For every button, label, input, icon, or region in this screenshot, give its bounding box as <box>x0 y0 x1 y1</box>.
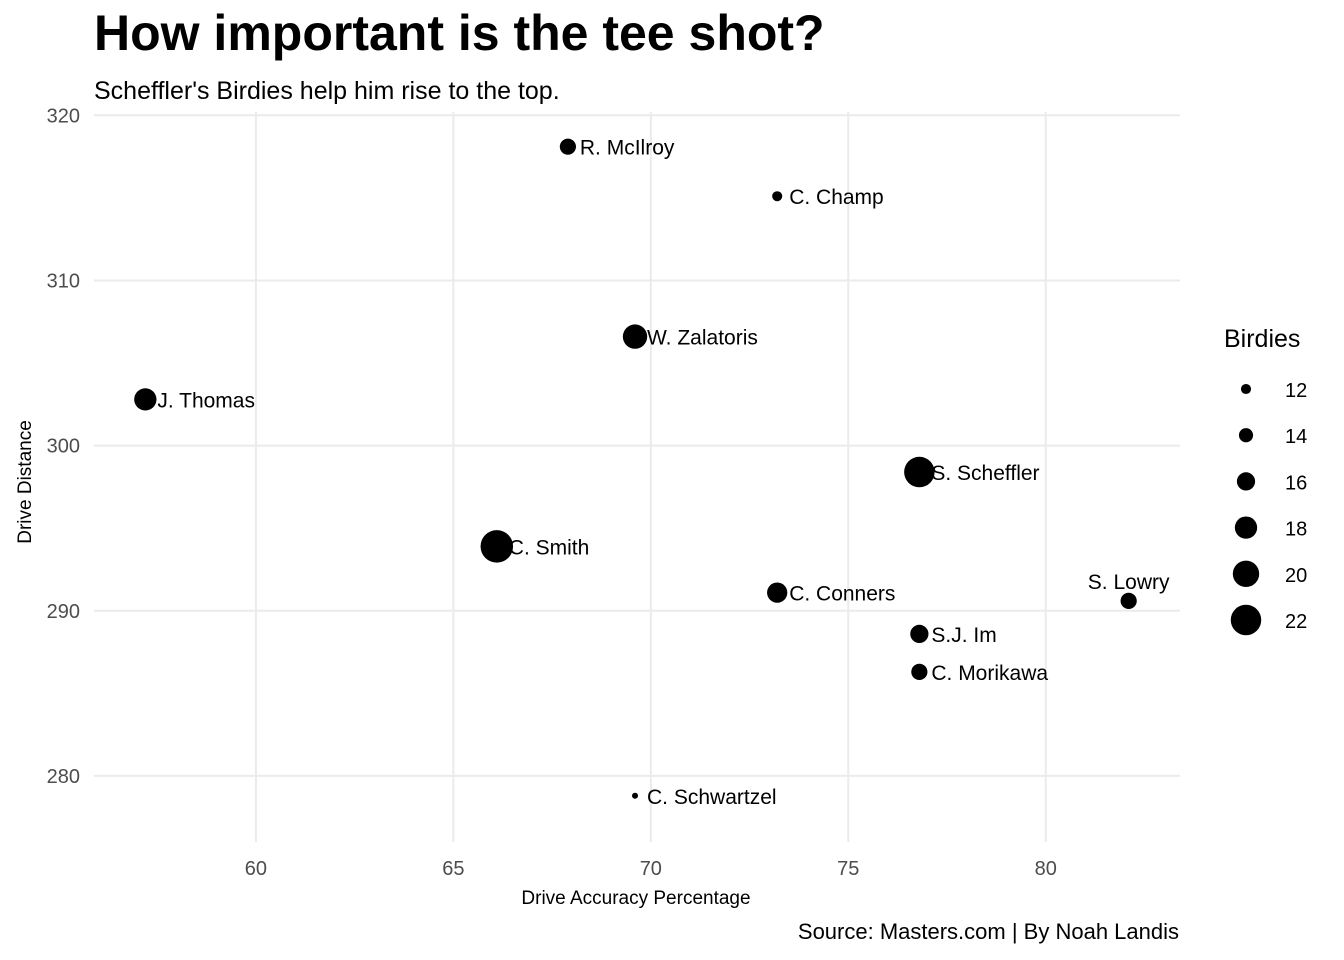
data-point <box>632 792 639 799</box>
x-tick-label: 60 <box>245 858 267 880</box>
x-tick-label: 75 <box>837 858 859 880</box>
legend-key <box>1236 472 1256 491</box>
point-label: C. Conners <box>789 583 895 606</box>
legend-key <box>1232 560 1260 587</box>
x-tick-label: 80 <box>1035 858 1057 880</box>
point-label: S. Lowry <box>1088 571 1170 594</box>
data-point <box>772 191 783 202</box>
y-tick-label: 280 <box>47 766 80 788</box>
point-label: W. Zalatoris <box>647 327 758 350</box>
legend-label: 18 <box>1285 519 1307 541</box>
chart-caption: Source: Masters.com | By Noah Landis <box>797 919 1179 944</box>
data-point <box>911 663 928 680</box>
legend-label: 22 <box>1285 611 1307 633</box>
chart-title: How important is the tee shot? <box>94 5 825 61</box>
y-tick-label: 300 <box>47 436 80 458</box>
legend-key <box>1230 604 1262 636</box>
y-tick-label: 290 <box>47 601 80 623</box>
x-tick-label: 65 <box>442 858 464 880</box>
grid-lines <box>94 112 1180 842</box>
legend-label: 14 <box>1285 426 1307 448</box>
point-label: S. Scheffler <box>931 462 1039 485</box>
size-legend: Birdies 12 14 16 18 20 22 <box>1224 325 1307 636</box>
legend-key <box>1238 428 1254 443</box>
point-label: C. Morikawa <box>931 662 1048 685</box>
x-axis-title: Drive Accuracy Percentage <box>521 888 750 909</box>
point-label: R. McIlroy <box>580 137 675 160</box>
point-label: C. Champ <box>789 186 884 209</box>
chart-subtitle: Scheffler's Birdies help him rise to the… <box>94 77 560 105</box>
axis-ticks: 60 65 70 75 80 280 290 300 310 320 <box>47 105 1057 880</box>
legend-key <box>1240 383 1252 395</box>
y-tick-label: 320 <box>47 105 80 127</box>
data-point <box>559 138 576 155</box>
data-point <box>904 456 935 488</box>
point-label: C. Smith <box>509 536 590 559</box>
data-point <box>622 324 648 349</box>
data-points <box>134 138 1137 799</box>
legend-title: Birdies <box>1224 325 1300 353</box>
legend-label: 12 <box>1285 380 1307 402</box>
data-point <box>1120 592 1137 609</box>
legend-label: 16 <box>1285 472 1307 494</box>
point-label: S.J. Im <box>931 624 996 647</box>
point-label: C. Schwartzel <box>647 786 777 809</box>
point-labels: R. McIlroy C. Champ W. Zalatoris J. Thomas S… <box>157 137 1170 809</box>
data-point <box>480 530 514 563</box>
data-point <box>767 582 788 603</box>
data-point <box>910 624 929 644</box>
x-tick-label: 70 <box>640 858 662 880</box>
data-point <box>134 388 157 411</box>
y-tick-label: 310 <box>47 270 80 292</box>
legend-items: 12 14 16 18 20 22 <box>1230 380 1307 636</box>
point-label: J. Thomas <box>157 389 255 412</box>
legend-key <box>1234 516 1258 539</box>
y-axis-title: Drive Distance <box>15 420 36 544</box>
legend-label: 20 <box>1285 565 1307 587</box>
